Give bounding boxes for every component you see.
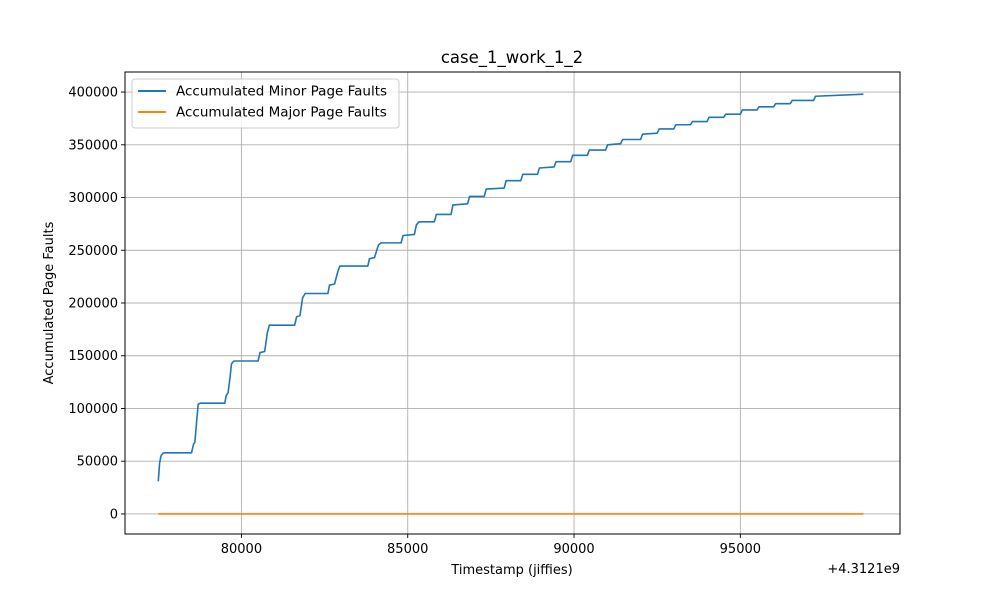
y-tick-label: 0: [110, 507, 118, 522]
series-lines: [157, 93, 864, 515]
y-axis-label: Accumulated Page Faults: [42, 221, 57, 384]
legend-label-minor: Accumulated Minor Page Faults: [176, 84, 387, 100]
y-tick-label: 200000: [68, 297, 118, 312]
y-tick-label: 250000: [68, 244, 118, 259]
chart-title: case_1_work_1_2: [441, 48, 583, 68]
legend-label-major: Accumulated Major Page Faults: [176, 105, 387, 121]
x-axis-offset-label: +4.3121e9: [827, 562, 900, 577]
y-tick-label: 100000: [68, 402, 118, 417]
y-tick-label: 150000: [68, 349, 118, 364]
y-tick-label: 300000: [68, 191, 118, 206]
x-tick-label: 90000: [553, 542, 594, 557]
y-tick-label: 50000: [77, 455, 118, 470]
x-axis-label: Timestamp (jiffies): [450, 563, 572, 578]
legend: Accumulated Minor Page Faults Accumulate…: [131, 78, 400, 129]
axis-ticks: 80000 85000 90000 95000 0 50000 100000 150000 20…: [68, 86, 761, 557]
legend-box: [131, 78, 400, 129]
y-tick-label: 400000: [68, 86, 118, 101]
x-tick-label: 95000: [720, 542, 761, 557]
series-line-minor-page-faults: [157, 93, 864, 482]
x-tick-label: 80000: [221, 542, 262, 557]
y-tick-label: 350000: [68, 138, 118, 153]
x-tick-label: 85000: [387, 542, 428, 557]
grid-lines: [125, 72, 900, 534]
